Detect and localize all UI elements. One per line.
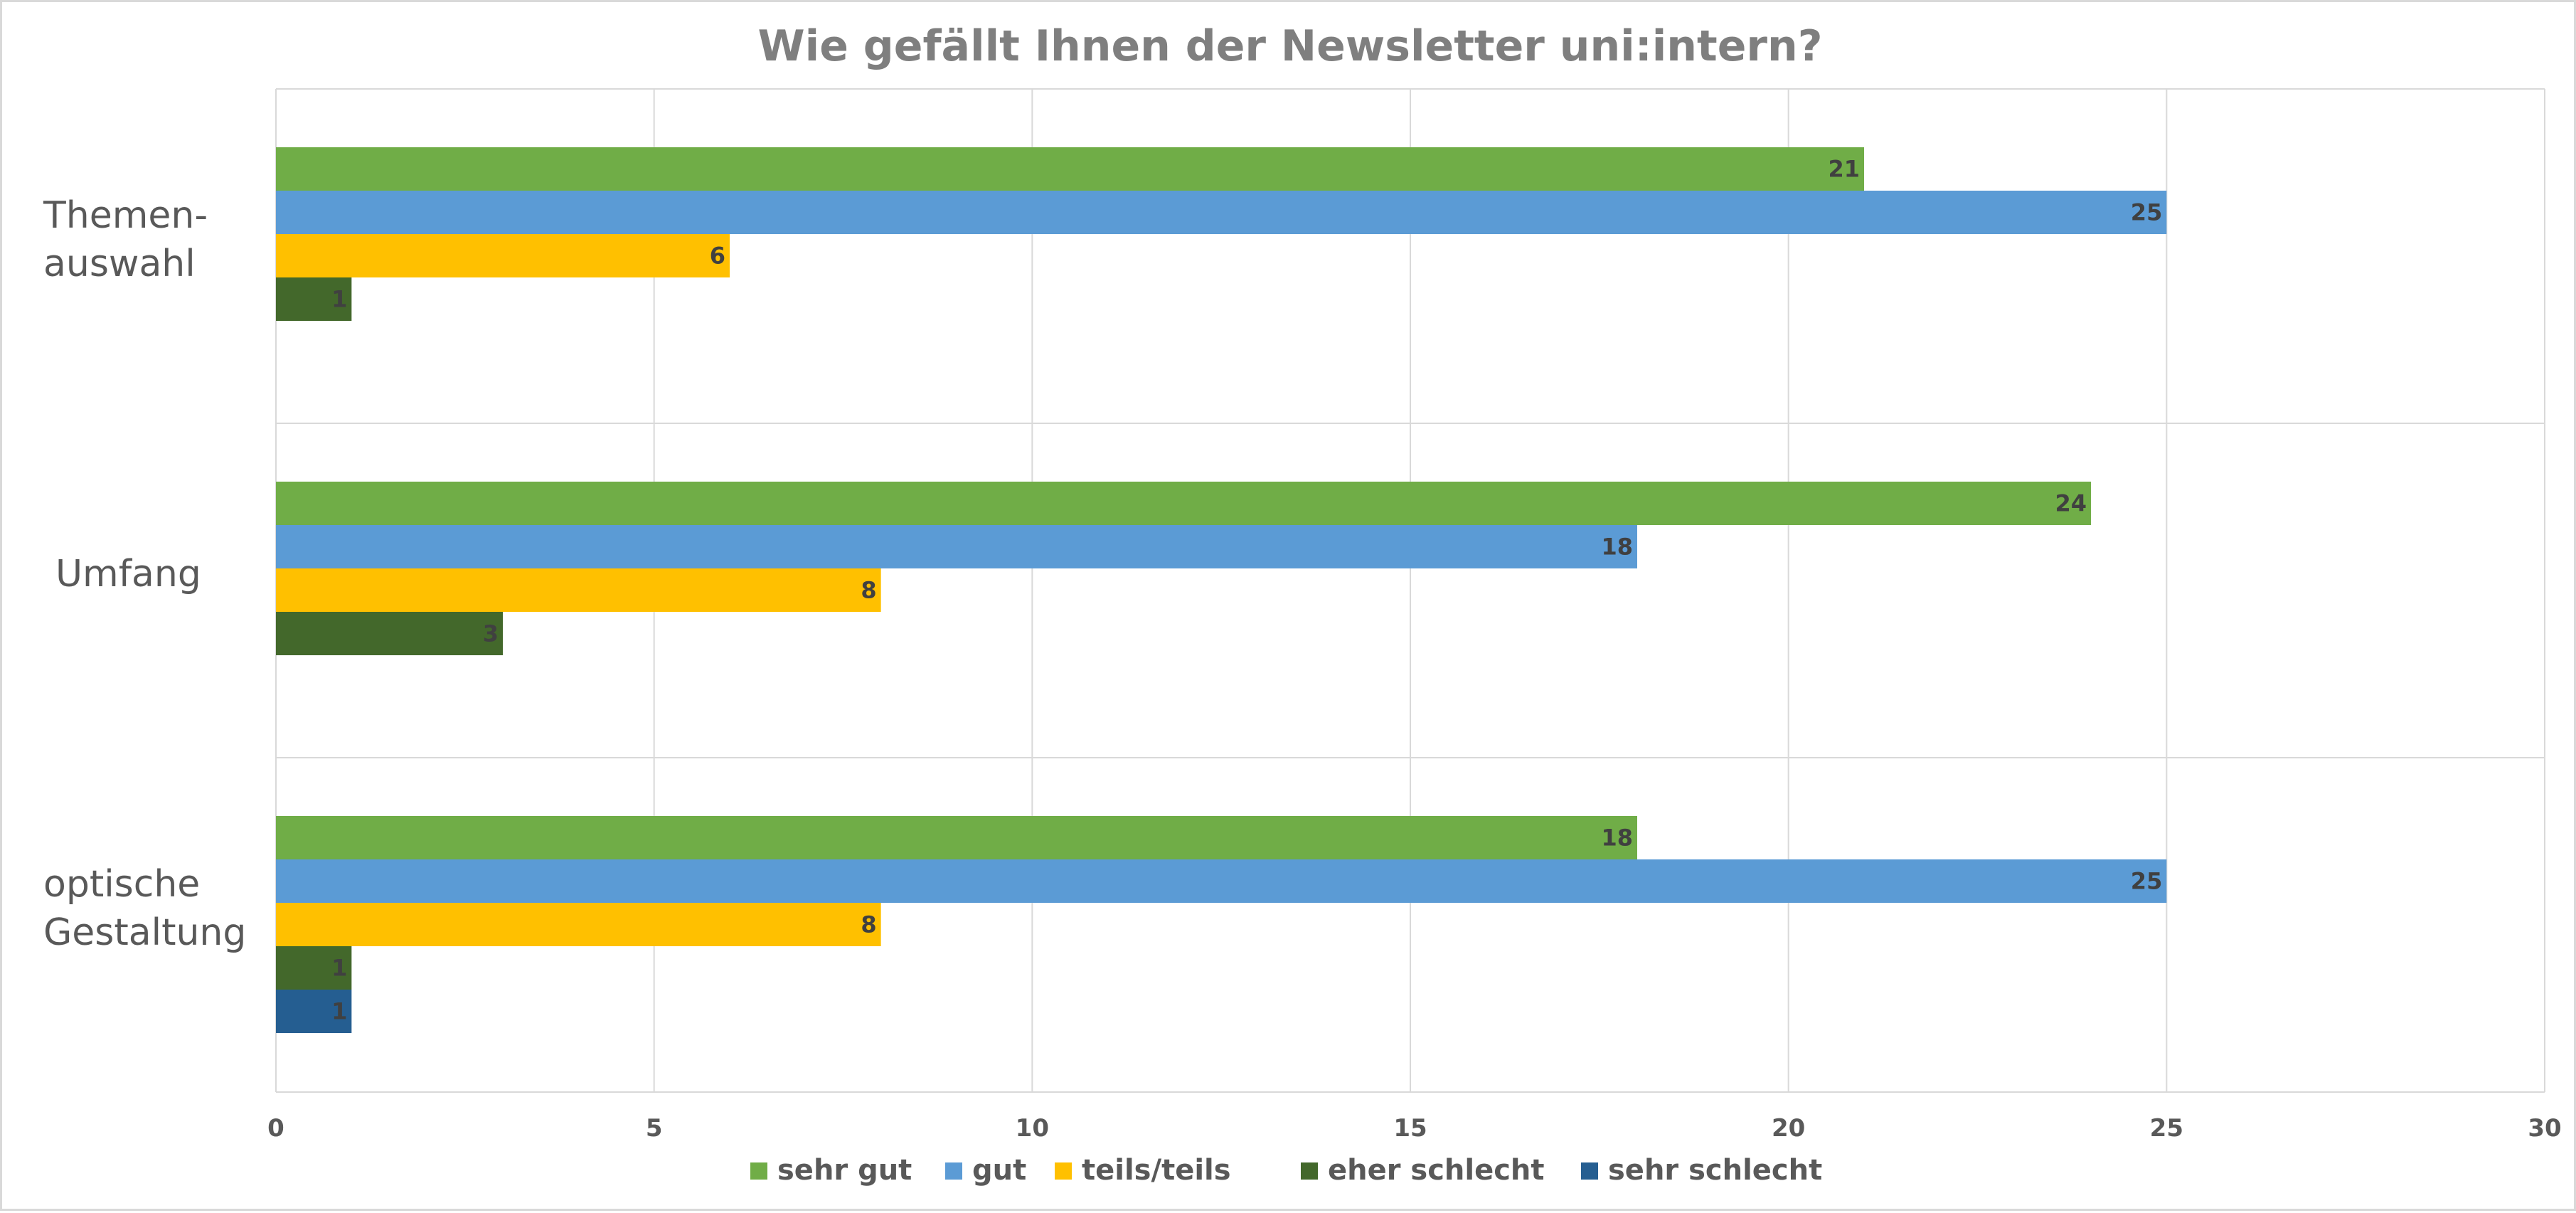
x-tick-label: 10: [1016, 1114, 1049, 1143]
legend-swatch: [1581, 1162, 1598, 1180]
x-tick-label: 20: [1772, 1114, 1805, 1143]
category-label: optische Gestaltung: [43, 863, 246, 954]
data-label: 6: [710, 243, 725, 270]
x-tick-label: 15: [1393, 1114, 1427, 1143]
category-label: Umfang: [55, 553, 201, 595]
bar-eher-schlecht: [276, 277, 352, 321]
data-label: 25: [2131, 868, 2163, 895]
x-tick-label: 30: [2528, 1114, 2561, 1143]
data-label: 18: [1601, 825, 1633, 852]
bar-sehr-gut: [276, 482, 2091, 525]
legend-label: teils/teils: [1082, 1154, 1231, 1187]
bars-layer: [276, 147, 2167, 1033]
data-label: 25: [2131, 199, 2163, 226]
bar-teils-teils: [276, 234, 730, 277]
x-tick-label: 0: [267, 1114, 284, 1143]
chart-title: Wie gefällt Ihnen der Newsletter uni:int…: [757, 21, 1822, 71]
legend-label: gut: [972, 1154, 1026, 1187]
data-label: 1: [331, 998, 347, 1025]
legend-label: eher schlecht: [1328, 1154, 1545, 1187]
legend: sehr gut gut teils/teils eher schlecht sehr …: [750, 1154, 1822, 1187]
legend-label: sehr schlecht: [1608, 1154, 1822, 1187]
data-label: 1: [331, 286, 347, 313]
bar-gut: [276, 191, 2167, 234]
labels-layer: 21 24 18 25 18 25 6 8 8 1 3 1 1: [331, 156, 2162, 1025]
bar-gut: [276, 525, 1637, 568]
bar-sehr-gut: [276, 816, 1637, 859]
legend-swatch: [1055, 1162, 1072, 1180]
bar-gut: [276, 859, 2167, 903]
axis-layer: 0 5 10 15 20 25 30 Themen-auswahl Umfang optische…: [43, 194, 2562, 1143]
data-label: 18: [1601, 534, 1633, 561]
legend-swatch: [750, 1162, 767, 1180]
data-label: 8: [861, 911, 876, 938]
bar-teils-teils: [276, 903, 881, 946]
data-label: 3: [483, 620, 499, 647]
bar-teils-teils: [276, 568, 881, 612]
legend-swatch: [1301, 1162, 1318, 1180]
data-label: 24: [2055, 490, 2087, 517]
bar-sehr-gut: [276, 147, 1864, 191]
data-label: 1: [331, 955, 347, 982]
bar-sehr-schlecht: [276, 990, 352, 1033]
bar-eher-schlecht: [276, 946, 352, 990]
category-label: Themen-auswahl: [43, 194, 208, 285]
legend-label: sehr gut: [777, 1154, 912, 1187]
data-label: 8: [861, 577, 876, 604]
x-tick-label: 5: [646, 1114, 663, 1143]
legend-swatch: [945, 1162, 962, 1180]
x-tick-label: 25: [2150, 1114, 2183, 1143]
data-label: 21: [1828, 156, 1860, 183]
bar-eher-schlecht: [276, 612, 503, 655]
